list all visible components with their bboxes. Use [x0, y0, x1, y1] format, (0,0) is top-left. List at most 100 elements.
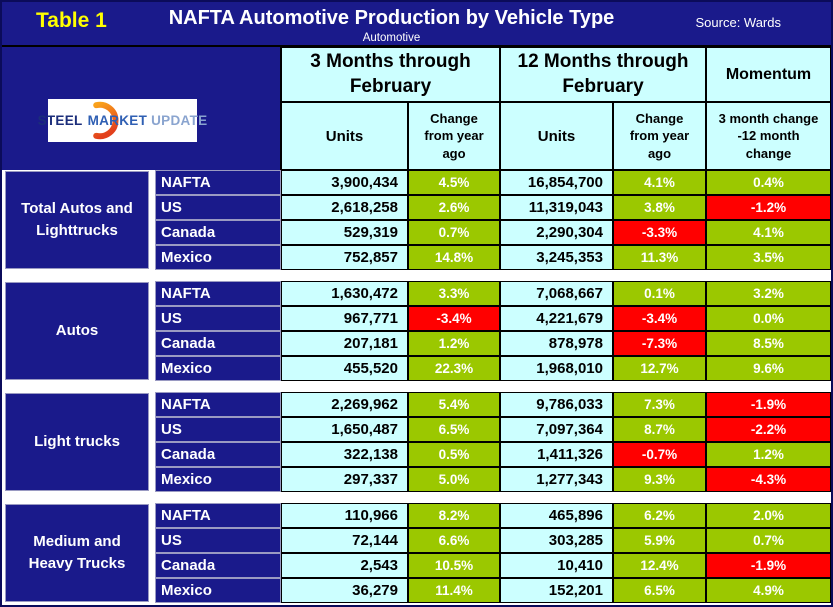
- momentum-cell: -1.9%: [706, 553, 831, 578]
- table-row: Canada 207,181 1.2% 878,978 -7.3% 8.5%: [155, 331, 831, 356]
- crescent-swoosh-icon: [93, 101, 119, 140]
- units-12mo-cell: 152,201: [500, 578, 613, 603]
- change-3mo-cell: 5.4%: [408, 392, 500, 417]
- source-label: Source: Wards: [695, 15, 782, 30]
- table-row: NAFTA 110,966 8.2% 465,896 6.2% 2.0%: [155, 503, 831, 528]
- momentum-cell: 0.4%: [706, 170, 831, 195]
- section-rows: NAFTA 2,269,962 5.4% 9,786,033 7.3% -1.9% US 1,…: [155, 392, 831, 492]
- region-cell: Mexico: [155, 578, 281, 603]
- region-cell: US: [155, 195, 281, 220]
- header-grid: 3 Months through February 12 Months thro…: [281, 47, 831, 170]
- units-12mo-cell: 303,285: [500, 528, 613, 553]
- units-12mo-cell: 10,410: [500, 553, 613, 578]
- units-12mo-cell: 7,068,667: [500, 281, 613, 306]
- header-momentum-formula: 3 month change -12 month change: [706, 102, 831, 170]
- vehicle-type-section: Autos NAFTA 1,630,472 3.3% 7,068,667 0.1% 3.2%…: [2, 281, 831, 381]
- table-row: Mexico 455,520 22.3% 1,968,010 12.7% 9.6%: [155, 356, 831, 381]
- vehicle-type-label: Autos: [5, 282, 149, 380]
- units-3mo-cell: 2,543: [281, 553, 408, 578]
- region-cell: NAFTA: [155, 281, 281, 306]
- units-3mo-cell: 110,966: [281, 503, 408, 528]
- change-3mo-cell: 6.6%: [408, 528, 500, 553]
- header-12-months-group: 12 Months through February: [500, 47, 706, 102]
- region-cell: US: [155, 528, 281, 553]
- table-row: US 72,144 6.6% 303,285 5.9% 0.7%: [155, 528, 831, 553]
- momentum-cell: 4.1%: [706, 220, 831, 245]
- momentum-cell: -4.3%: [706, 467, 831, 492]
- units-12mo-cell: 2,290,304: [500, 220, 613, 245]
- units-3mo-cell: 529,319: [281, 220, 408, 245]
- units-3mo-cell: 36,279: [281, 578, 408, 603]
- momentum-cell: 8.5%: [706, 331, 831, 356]
- change-12mo-cell: 8.7%: [613, 417, 706, 442]
- table-row: NAFTA 3,900,434 4.5% 16,854,700 4.1% 0.4%: [155, 170, 831, 195]
- change-3mo-cell: 6.5%: [408, 417, 500, 442]
- change-3mo-cell: 3.3%: [408, 281, 500, 306]
- momentum-cell: -1.2%: [706, 195, 831, 220]
- region-cell: Canada: [155, 220, 281, 245]
- header-sub-row: Units Change from year ago Units Change …: [281, 102, 831, 170]
- change-12mo-cell: 5.9%: [613, 528, 706, 553]
- logo-word-market: MARKET: [87, 113, 148, 128]
- momentum-cell: -2.2%: [706, 417, 831, 442]
- momentum-cell: 0.7%: [706, 528, 831, 553]
- title-bar: Table 1 NAFTA Automotive Production by V…: [2, 2, 831, 47]
- units-3mo-cell: 3,900,434: [281, 170, 408, 195]
- change-12mo-cell: -3.3%: [613, 220, 706, 245]
- table-row: NAFTA 1,630,472 3.3% 7,068,667 0.1% 3.2%: [155, 281, 831, 306]
- momentum-cell: -1.9%: [706, 392, 831, 417]
- units-12mo-cell: 16,854,700: [500, 170, 613, 195]
- section-separator: [2, 492, 831, 503]
- momentum-cell: 9.6%: [706, 356, 831, 381]
- table-body: Total Autos and Lighttrucks NAFTA 3,900,43…: [2, 170, 831, 603]
- change-3mo-cell: 4.5%: [408, 170, 500, 195]
- region-cell: NAFTA: [155, 503, 281, 528]
- region-cell: Canada: [155, 331, 281, 356]
- momentum-cell: 3.2%: [706, 281, 831, 306]
- units-3mo-cell: 72,144: [281, 528, 408, 553]
- units-3mo-cell: 2,618,258: [281, 195, 408, 220]
- units-3mo-cell: 297,337: [281, 467, 408, 492]
- page-title: NAFTA Automotive Production by Vehicle T…: [168, 7, 615, 29]
- change-3mo-cell: 11.4%: [408, 578, 500, 603]
- header-momentum: Momentum: [706, 47, 831, 102]
- change-12mo-cell: 11.3%: [613, 245, 706, 270]
- units-3mo-cell: 207,181: [281, 331, 408, 356]
- vehicle-type-label-column: Medium and Heavy Trucks: [2, 503, 155, 603]
- units-12mo-cell: 878,978: [500, 331, 613, 356]
- change-12mo-cell: 6.5%: [613, 578, 706, 603]
- region-cell: Canada: [155, 553, 281, 578]
- units-12mo-cell: 3,245,353: [500, 245, 613, 270]
- units-3mo-cell: 322,138: [281, 442, 408, 467]
- change-12mo-cell: 7.3%: [613, 392, 706, 417]
- subtitle: Automotive: [362, 32, 421, 44]
- region-cell: Mexico: [155, 245, 281, 270]
- logo-word-steel: STEEL: [37, 113, 83, 128]
- units-3mo-cell: 967,771: [281, 306, 408, 331]
- vehicle-type-label-column: Autos: [2, 281, 155, 381]
- header-change-3mo: Change from year ago: [408, 102, 500, 170]
- header-corner: STEEL MARKET UPDATE: [2, 47, 281, 170]
- steel-market-update-logo: STEEL MARKET UPDATE: [38, 99, 207, 142]
- section-rows: NAFTA 110,966 8.2% 465,896 6.2% 2.0% US 72,144 6…: [155, 503, 831, 603]
- momentum-cell: 1.2%: [706, 442, 831, 467]
- header-units-3mo: Units: [281, 102, 408, 170]
- table-row: Mexico 752,857 14.8% 3,245,353 11.3% 3.5%: [155, 245, 831, 270]
- header-group-row: 3 Months through February 12 Months thro…: [281, 47, 831, 102]
- region-cell: US: [155, 417, 281, 442]
- change-3mo-cell: 5.0%: [408, 467, 500, 492]
- logo-word-update: UPDATE: [151, 113, 208, 128]
- units-12mo-cell: 465,896: [500, 503, 613, 528]
- vehicle-type-label: Total Autos and Lighttrucks: [5, 171, 149, 269]
- section-rows: NAFTA 1,630,472 3.3% 7,068,667 0.1% 3.2% US 967…: [155, 281, 831, 381]
- region-cell: Canada: [155, 442, 281, 467]
- momentum-cell: 2.0%: [706, 503, 831, 528]
- units-12mo-cell: 1,411,326: [500, 442, 613, 467]
- change-3mo-cell: 1.2%: [408, 331, 500, 356]
- units-3mo-cell: 1,650,487: [281, 417, 408, 442]
- table-row: Canada 529,319 0.7% 2,290,304 -3.3% 4.1%: [155, 220, 831, 245]
- vehicle-type-section: Total Autos and Lighttrucks NAFTA 3,900,43…: [2, 170, 831, 270]
- change-12mo-cell: 4.1%: [613, 170, 706, 195]
- header-units-12mo: Units: [500, 102, 613, 170]
